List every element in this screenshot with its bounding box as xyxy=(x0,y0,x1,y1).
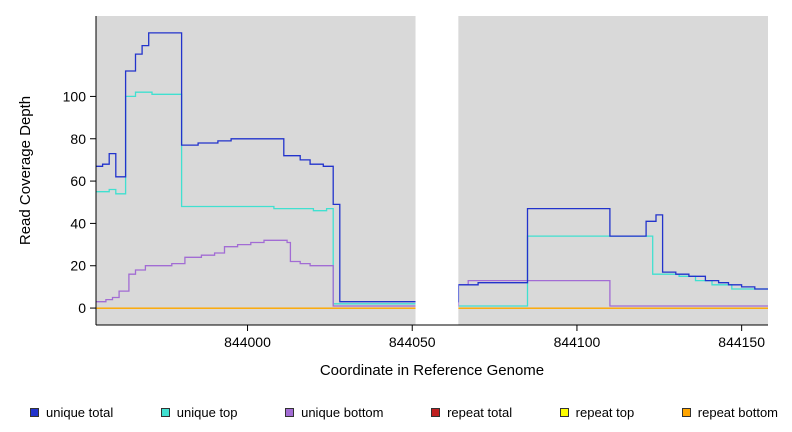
series-line-unique-total xyxy=(96,32,768,303)
legend-swatch-repeat-top xyxy=(559,407,569,417)
coverage-chart: Read Coverage Depth 844000 844050 844100 84… xyxy=(17,15,768,379)
chart-legend: unique total unique top unique bottom repea… xyxy=(0,392,792,432)
legend-swatch-unique-bottom xyxy=(285,407,295,417)
series-line-unique-bottom xyxy=(96,239,768,307)
legend-swatch-unique-top xyxy=(160,407,170,417)
x-tick-label: 844000 xyxy=(224,334,271,350)
legend-item-unique-top: unique top xyxy=(160,404,238,420)
legend-swatch-repeat-total xyxy=(431,407,441,417)
x-tick-label: 844100 xyxy=(554,334,601,350)
legend-item-repeat-total: repeat total xyxy=(431,405,512,420)
y-tick-label: 100 xyxy=(63,88,87,104)
x-tick-label: 844150 xyxy=(718,334,765,350)
y-tick-label: 60 xyxy=(70,173,86,189)
coverage-gap-region xyxy=(415,15,459,325)
legend-label: repeat total xyxy=(447,404,513,420)
legend-label: unique total xyxy=(46,404,114,420)
legend-item-repeat-top: repeat top xyxy=(559,404,635,420)
y-tick-label: 40 xyxy=(70,215,86,231)
legend-swatch-unique-total xyxy=(30,407,39,417)
legend-label: unique bottom xyxy=(301,404,384,420)
legend-item-repeat-bottom: repeat bottom xyxy=(681,404,778,420)
legend-label: unique top xyxy=(176,404,238,420)
y-tick-label: 20 xyxy=(70,258,86,274)
legend-label: repeat top xyxy=(575,404,635,420)
legend-item-unique-total: unique total xyxy=(30,405,113,420)
legend-item-unique-bottom: unique bottom xyxy=(285,404,384,420)
x-axis-title: Coordinate in Reference Genome xyxy=(320,362,544,379)
y-tick-label: 0 xyxy=(78,300,86,316)
y-tick-label: 80 xyxy=(70,131,86,147)
legend-swatch-repeat-bottom xyxy=(681,407,691,417)
y-axis-title: Read Coverage Depth xyxy=(17,96,34,245)
legend-label: repeat bottom xyxy=(697,404,778,420)
x-tick-label: 844050 xyxy=(389,334,436,350)
